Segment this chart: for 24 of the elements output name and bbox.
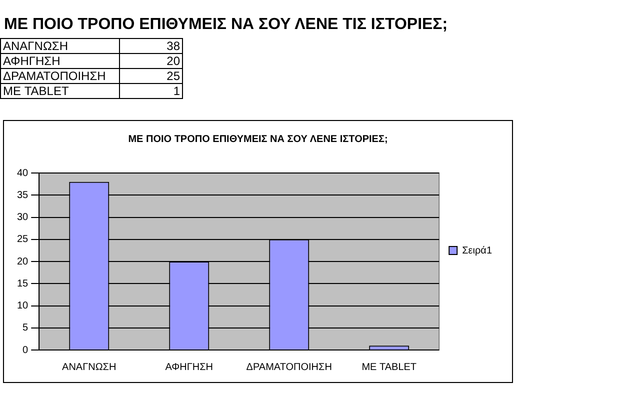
chart-title: ΜΕ ΠΟΙΟ ΤΡΟΠΟ ΕΠΙΘΥΜΕΙΣ ΝΑ ΣΟΥ ΛΕΝΕ ΙΣΤΟΡΙΕΣ;	[128, 134, 388, 145]
data-label: 38	[120, 38, 182, 54]
data-label: 1	[120, 84, 182, 98]
x-tick-label: ΑΦΗΓΗΣΗ	[165, 362, 213, 373]
y-tick-label: 30	[17, 212, 29, 223]
legend-label: Σειρά1	[462, 245, 492, 256]
y-tick-label: 20	[17, 256, 29, 268]
category-label: ΜΕ TABLET	[0, 84, 120, 98]
y-tick-label: 0	[22, 344, 29, 356]
y-tick-label: 15	[17, 278, 29, 290]
y-tick-label: 40	[17, 168, 29, 179]
category-label: ΑΦΗΓΗΣΗ	[0, 54, 120, 68]
category-label: ΔΡΑΜΑΤΟΠΟΙΗΣΗ	[0, 68, 120, 84]
text: ΜΕ ΠΟΙΟ ΤΡΟΠΟ ΕΠΙΘΥΜΕΙΣ ΝΑ ΣΟΥ ΛΕΝΕ ΤΙΣ ΙΣΤΟΡΙΕΣ;	[4, 16, 448, 35]
data-label: 20	[120, 54, 182, 68]
x-tick-label: ΜΕ TABLET	[362, 362, 417, 373]
x-tick-label: ΑΝΑΓΝΩΣΗ	[62, 362, 116, 373]
y-tick-label: 10	[17, 300, 29, 312]
data-label: 25	[120, 68, 182, 84]
category-label: ΑΝΑΓΝΩΣΗ	[0, 38, 120, 54]
x-tick-label: ΔΡΑΜΑΤΟΠΟΙΗΣΗ	[246, 362, 332, 373]
y-tick-label: 25	[17, 234, 29, 246]
y-tick-label: 35	[17, 190, 29, 201]
y-tick-label: 5	[22, 322, 29, 334]
